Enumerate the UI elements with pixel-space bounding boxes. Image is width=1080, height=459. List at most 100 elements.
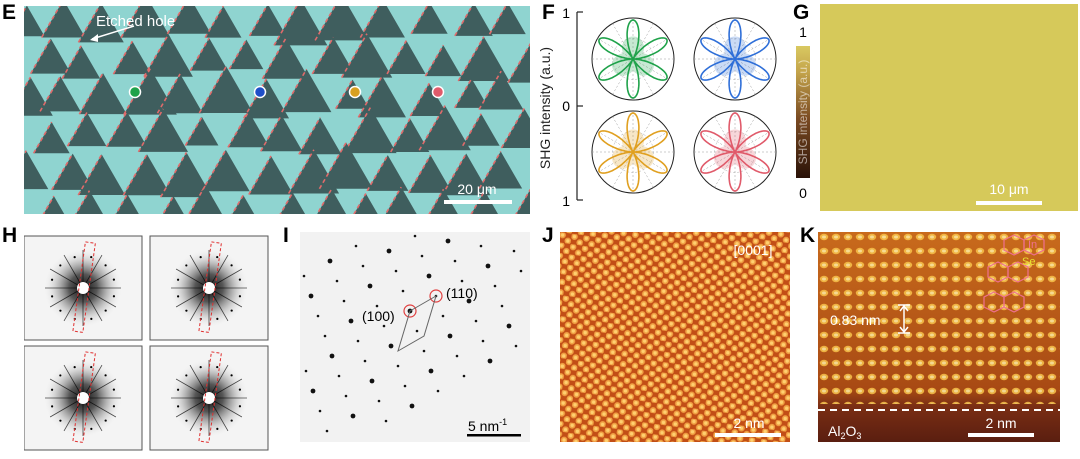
i-scale-label: 5 nm-1 [468, 417, 507, 434]
etched-edge [424, 44, 445, 77]
f-ylabel: SHG intensity (a.u.) [537, 47, 553, 169]
diffraction-spot [453, 259, 457, 263]
triangle-flake [199, 66, 254, 114]
triangle-flake [479, 71, 524, 110]
panel-i-diffraction: (100) (110) 5 nm-1 [300, 232, 530, 442]
etched-edge [409, 82, 430, 117]
triangle-flake [315, 6, 369, 41]
diffraction-spot [409, 403, 415, 409]
triangle-flake [501, 108, 530, 148]
triangle-flake [243, 79, 290, 119]
dot-red [431, 85, 445, 99]
triangle-flake [489, 6, 526, 35]
diffraction-spot [325, 429, 329, 433]
diffraction-spot [462, 374, 466, 378]
triangle-flake [312, 37, 355, 74]
etched-edge [40, 6, 61, 38]
etched-edge [335, 79, 354, 110]
spot-110-marker [429, 289, 443, 303]
etched-edge [428, 188, 445, 214]
etched-edge [359, 6, 380, 38]
label-110: (110) [446, 285, 478, 301]
j-scale-label: 2 nm [733, 415, 764, 431]
label-i: I [283, 224, 289, 247]
etched-edge [187, 184, 207, 214]
j-zone-axis: [0001] [734, 242, 773, 258]
triangle-flake [260, 115, 303, 152]
triangle-flake [281, 69, 332, 113]
etched-edge [112, 40, 134, 75]
etched-edge [298, 117, 321, 155]
label-100: (100) [362, 308, 395, 324]
etched-edge [478, 151, 502, 189]
triangle-flake [344, 107, 397, 154]
polar-curve [598, 112, 668, 192]
diffraction-spot [342, 299, 346, 303]
triangle-flake [387, 40, 426, 74]
etched-edge [24, 76, 32, 90]
triangle-flake [75, 190, 103, 214]
triangle-flake [358, 76, 406, 118]
triangle-flake [67, 112, 107, 147]
triangle-flake [410, 83, 449, 117]
diffraction-spot [348, 318, 354, 324]
g-cbar-min: 0 [799, 185, 807, 201]
triangle-flake [160, 152, 213, 198]
etched-edge [418, 105, 446, 151]
dot-blue [253, 85, 267, 99]
g-cbar-max: 1 [799, 24, 807, 40]
diffraction-spot [382, 324, 386, 328]
panel-e-svg: Etched hole 20 μm [24, 6, 530, 214]
diffraction-spot [460, 279, 464, 283]
diffraction-spot [512, 249, 516, 253]
triangle-flake [205, 6, 242, 38]
etched-edge [189, 37, 210, 72]
spot-100-marker [403, 304, 417, 318]
diffraction-spot [415, 329, 419, 333]
diffraction-spot [413, 234, 417, 238]
k-sub-o: O [845, 423, 856, 439]
k-spacing-marker [898, 304, 910, 334]
triangle-flake [408, 155, 453, 193]
etched-edge [248, 155, 272, 195]
k-atom-in: In [1028, 239, 1037, 251]
diffraction-spot [388, 343, 394, 349]
etched-edge [287, 149, 315, 194]
etched-edge [120, 6, 141, 39]
triangle-flake [41, 6, 86, 38]
triangle-flake [298, 117, 342, 155]
triangle-flake [79, 73, 127, 115]
etched-edge [77, 154, 103, 196]
diffraction-spot [350, 413, 356, 419]
triangle-flake [228, 111, 270, 148]
diffraction-spot [354, 244, 358, 248]
etched-edge [384, 186, 402, 214]
triangle-flake [106, 111, 148, 147]
etched-hole-annotation [90, 25, 135, 42]
j-lattice [560, 232, 790, 442]
triangle-flake [262, 38, 310, 79]
f-tick-mid: 0 [562, 98, 570, 114]
diffraction-spot [426, 273, 432, 279]
g-scale-bar [976, 201, 1042, 205]
etched-edge [515, 188, 530, 214]
f-tick-top: 1 [562, 5, 570, 21]
triangle-flake [458, 36, 510, 81]
i-scale-exp: -1 [499, 417, 507, 427]
panel-f-polar-plots: SHG intensity (a.u.) 1 0 1 [535, 0, 790, 215]
g-colorbar [796, 46, 810, 178]
diffraction-spot [447, 333, 453, 339]
diffraction-spot [420, 254, 424, 258]
triangle-flake [24, 150, 49, 190]
etched-edge [353, 193, 367, 214]
etched-edge [184, 116, 203, 146]
triangle-flake [138, 108, 189, 152]
k-substrate-label: Al2O3 [828, 423, 861, 441]
triangle-flake [30, 38, 71, 74]
diffraction-spot [369, 378, 375, 384]
label-k: K [800, 224, 816, 247]
k-scale-label: 2 nm [985, 415, 1016, 431]
diffraction-spot [318, 409, 322, 413]
triangle-flake [454, 6, 493, 36]
scale-bar-e-label: 20 μm [457, 181, 496, 197]
